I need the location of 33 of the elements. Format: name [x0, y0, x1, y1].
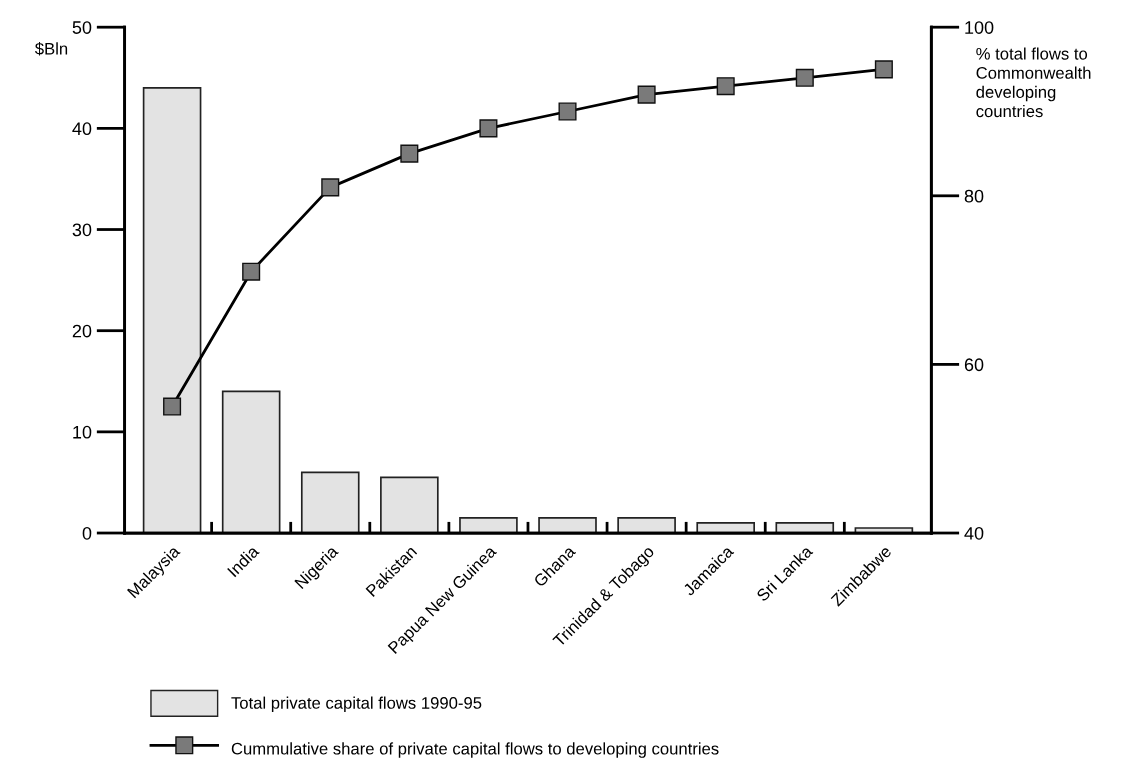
point — [400, 144, 419, 163]
bar — [459, 517, 518, 534]
bar — [617, 517, 676, 534]
point — [479, 119, 498, 138]
point — [795, 68, 814, 87]
bar — [380, 476, 439, 534]
bar — [300, 471, 360, 534]
point — [716, 77, 735, 96]
y2-axis-title: % total flows to Commonwealth developing countries — [976, 47, 1091, 118]
bar — [775, 522, 835, 534]
point — [163, 397, 182, 416]
point — [321, 178, 340, 197]
y2-tick-label: 100 — [965, 21, 994, 34]
y-tick-label: 30 — [72, 223, 92, 237]
y-tick-label: 0 — [82, 526, 92, 540]
bar — [221, 390, 281, 534]
y-tick-label: 50 — [72, 21, 92, 34]
y-tick-label: 40 — [72, 122, 92, 136]
y2-tick-label: 60 — [964, 358, 984, 372]
y-tick-label: 10 — [73, 425, 92, 439]
y-tick-label: 20 — [72, 324, 92, 338]
point — [242, 262, 261, 281]
y2-tick-label: 40 — [964, 526, 984, 540]
bar — [696, 522, 756, 534]
bar — [538, 517, 597, 534]
point — [558, 102, 577, 121]
point — [637, 85, 656, 104]
y2-tick-label: 80 — [964, 189, 984, 203]
legend-label: Total private capital flows 1990-95 — [231, 696, 482, 713]
bar — [142, 87, 202, 534]
y-axis-title: $Bln — [34, 42, 68, 56]
point — [874, 60, 893, 79]
legend-label: Cummulative share of private capital flows to developing countries — [231, 742, 719, 758]
